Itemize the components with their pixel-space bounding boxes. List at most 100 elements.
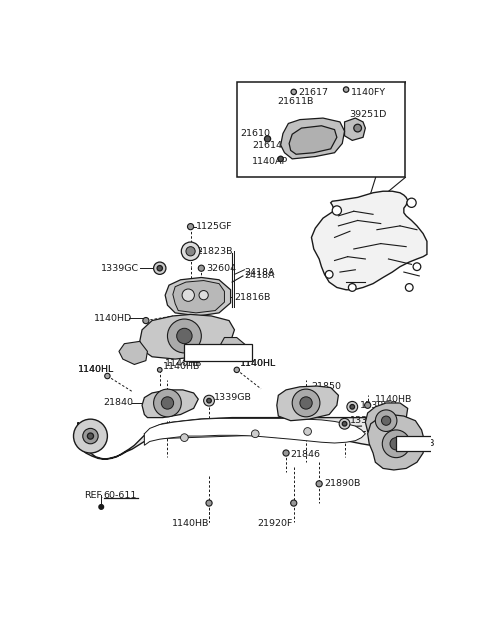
Text: 21614: 21614 xyxy=(252,141,282,150)
Circle shape xyxy=(161,397,174,409)
Circle shape xyxy=(283,450,289,456)
Polygon shape xyxy=(142,390,198,418)
Circle shape xyxy=(154,262,166,274)
Circle shape xyxy=(407,198,416,208)
Circle shape xyxy=(83,428,98,444)
Text: REF.: REF. xyxy=(84,491,104,500)
Text: 39251D: 39251D xyxy=(349,110,386,119)
Polygon shape xyxy=(368,415,425,470)
Text: 21823B: 21823B xyxy=(196,247,232,256)
Polygon shape xyxy=(378,416,394,433)
Circle shape xyxy=(332,206,341,215)
Circle shape xyxy=(291,500,297,506)
Circle shape xyxy=(143,317,149,324)
Circle shape xyxy=(154,389,181,417)
Text: 1339GB: 1339GB xyxy=(360,401,398,410)
Circle shape xyxy=(186,247,195,256)
Text: 1125GF: 1125GF xyxy=(196,222,233,231)
Circle shape xyxy=(182,289,194,302)
Polygon shape xyxy=(277,386,338,421)
Text: 21610: 21610 xyxy=(240,129,270,138)
Circle shape xyxy=(382,416,391,425)
Text: 60-611: 60-611 xyxy=(104,491,137,500)
Circle shape xyxy=(342,422,347,426)
Polygon shape xyxy=(119,341,147,365)
Text: 21846: 21846 xyxy=(291,450,321,459)
Text: 21840: 21840 xyxy=(104,398,133,408)
Polygon shape xyxy=(312,191,427,290)
Text: 21850: 21850 xyxy=(312,382,341,391)
Circle shape xyxy=(252,430,259,438)
Circle shape xyxy=(99,505,104,509)
Circle shape xyxy=(350,404,355,409)
Circle shape xyxy=(105,374,110,379)
Text: 32604: 32604 xyxy=(206,264,236,273)
Text: 1140HL: 1140HL xyxy=(78,365,114,374)
Text: 1339GB: 1339GB xyxy=(214,393,252,402)
Circle shape xyxy=(292,389,320,417)
Circle shape xyxy=(181,242,200,261)
Polygon shape xyxy=(144,418,365,445)
Text: 21626: 21626 xyxy=(375,410,405,419)
Text: 1140AP: 1140AP xyxy=(252,158,288,167)
Text: 2418A: 2418A xyxy=(244,268,275,278)
Polygon shape xyxy=(165,278,230,316)
Circle shape xyxy=(177,328,192,344)
Circle shape xyxy=(168,319,201,353)
Text: 1140HL: 1140HL xyxy=(240,359,276,369)
Polygon shape xyxy=(281,118,345,159)
Circle shape xyxy=(198,265,204,271)
Polygon shape xyxy=(173,281,225,313)
Circle shape xyxy=(382,430,410,457)
Text: 1140HL: 1140HL xyxy=(240,359,276,369)
Circle shape xyxy=(413,263,421,271)
Circle shape xyxy=(390,438,402,450)
Text: 1140HB: 1140HB xyxy=(163,362,200,371)
Circle shape xyxy=(204,395,215,406)
Circle shape xyxy=(207,398,211,403)
Text: 1339GC: 1339GC xyxy=(101,264,139,273)
Circle shape xyxy=(339,418,350,429)
Circle shape xyxy=(365,402,371,408)
Circle shape xyxy=(188,223,193,230)
Circle shape xyxy=(354,124,361,132)
Circle shape xyxy=(278,156,283,162)
Polygon shape xyxy=(345,118,365,141)
Polygon shape xyxy=(78,418,392,459)
Circle shape xyxy=(300,397,312,409)
Bar xyxy=(237,82,406,177)
Bar xyxy=(396,436,450,451)
Text: 21617: 21617 xyxy=(299,88,328,97)
Polygon shape xyxy=(140,314,234,359)
Circle shape xyxy=(348,283,356,292)
Circle shape xyxy=(343,87,349,92)
Circle shape xyxy=(304,428,312,435)
Circle shape xyxy=(264,136,271,142)
Circle shape xyxy=(380,418,392,430)
Bar xyxy=(184,344,252,361)
Text: 1140FY: 1140FY xyxy=(351,88,386,97)
Text: 2418A: 2418A xyxy=(244,271,275,280)
Circle shape xyxy=(325,271,333,278)
Circle shape xyxy=(375,410,397,432)
Text: 21611B: 21611B xyxy=(277,97,313,107)
Text: 21890B: 21890B xyxy=(324,480,361,488)
Circle shape xyxy=(180,433,188,442)
Circle shape xyxy=(347,401,358,412)
Text: 21810A: 21810A xyxy=(188,348,224,357)
Circle shape xyxy=(157,367,162,372)
Text: 1140HL: 1140HL xyxy=(78,365,114,374)
Circle shape xyxy=(199,290,208,300)
Circle shape xyxy=(234,367,240,372)
Text: 1339GC: 1339GC xyxy=(350,416,388,425)
Circle shape xyxy=(291,89,297,95)
Text: 1140HD: 1140HD xyxy=(94,314,132,323)
Circle shape xyxy=(406,283,413,292)
Text: 1140HB: 1140HB xyxy=(172,519,209,528)
Polygon shape xyxy=(289,126,337,154)
Text: 21816B: 21816B xyxy=(234,293,271,302)
Polygon shape xyxy=(365,403,408,436)
Circle shape xyxy=(157,266,162,271)
Circle shape xyxy=(206,500,212,506)
Circle shape xyxy=(87,433,94,439)
